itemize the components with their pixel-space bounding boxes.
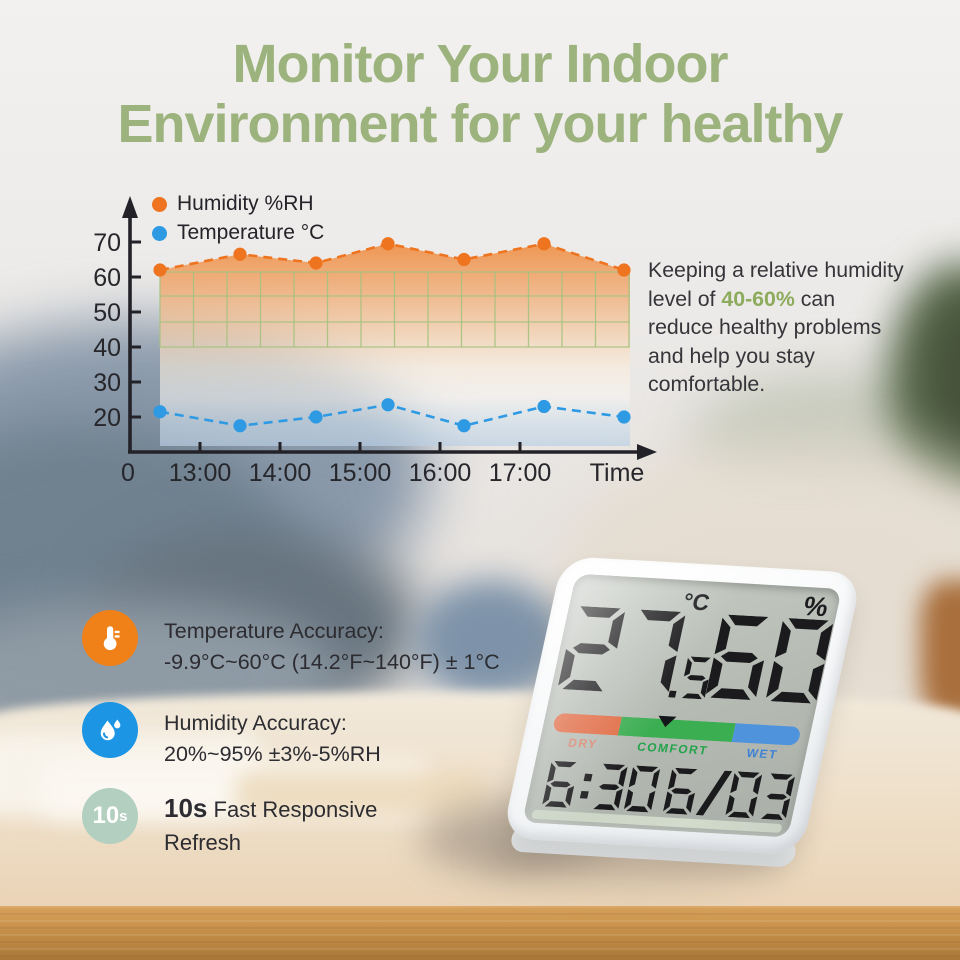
thermo-hygrometer-device: °C % DRY COMFORT WET: [501, 556, 863, 856]
badge-number: 10: [92, 802, 120, 829]
note-text-post: can reduce healthy problems and help you…: [648, 286, 882, 397]
chart-legend: Humidity %RH Temperature °C: [152, 192, 324, 245]
comfort-bar-comfort-segment: [618, 716, 736, 742]
legend-label-humidity: Humidity %RH: [177, 192, 314, 215]
note-highlight: 40-60%: [721, 286, 795, 311]
page-title: Monitor Your Indoor Environment for your…: [0, 34, 960, 155]
svg-text:17:00: 17:00: [489, 459, 552, 487]
svg-text:70: 70: [93, 229, 121, 257]
feature-title: Temperature Accuracy:: [164, 619, 384, 643]
svg-text:60: 60: [93, 264, 121, 292]
date-display: [663, 767, 796, 821]
comfort-bar-dry-segment: [551, 712, 623, 736]
title-line-2: Environment for your healthy: [117, 94, 843, 155]
wood-furniture-blur: [920, 580, 960, 720]
comfort-pointer-icon: [655, 715, 677, 728]
feature-humidity-accuracy: Humidity Accuracy: 20%~95% ±3%-5%RH: [82, 702, 381, 769]
comfort-bar-wet-segment: [731, 723, 802, 746]
device-frame: °C % DRY COMFORT WET: [501, 556, 863, 856]
10s-badge-icon: 10 s: [82, 788, 138, 844]
wet-label: WET: [745, 745, 780, 762]
thermometer-icon: [82, 610, 138, 666]
table-front-edge: [0, 906, 960, 960]
feature-title: Humidity Accuracy:: [164, 711, 347, 735]
feature-bold: 10s: [164, 793, 208, 823]
feature-fast-refresh: 10 s 10s Fast Responsive Refresh: [82, 788, 414, 858]
dry-label: DRY: [566, 735, 600, 752]
title-line-1: Monitor Your Indoor: [232, 34, 729, 94]
feature-temperature-accuracy: Temperature Accuracy: -9.9°C~60°C (14.2°…: [82, 610, 500, 677]
clock-time: [542, 760, 661, 813]
feature-detail: -9.9°C~60°C (14.2°F~140°F) ± 1°C: [164, 649, 500, 674]
temperature-series-dot: [152, 225, 167, 241]
legend-item-humidity: Humidity %RH: [152, 192, 324, 216]
device-lcd-screen: °C % DRY COMFORT WET: [522, 573, 842, 838]
humidity-reading: [705, 614, 834, 704]
humidity-series-dot: [152, 196, 167, 212]
feature-detail: 20%~95% ±3%-5%RH: [164, 741, 381, 766]
legend-item-temperature: Temperature °C: [152, 221, 324, 245]
papers-on-table: [235, 772, 485, 816]
water-drops-icon: [82, 702, 138, 758]
feature-detail: Fast Responsive Refresh: [164, 797, 378, 855]
temperature-reading: [557, 606, 686, 695]
comfort-label: COMFORT: [635, 739, 710, 758]
humidity-advice-note: Keeping a relative humidity level of 40-…: [648, 256, 906, 399]
note-text-pre: Keeping a relative humidity level of: [648, 258, 904, 311]
legend-label-temperature: Temperature °C: [177, 221, 325, 244]
badge-unit: s: [119, 807, 128, 825]
